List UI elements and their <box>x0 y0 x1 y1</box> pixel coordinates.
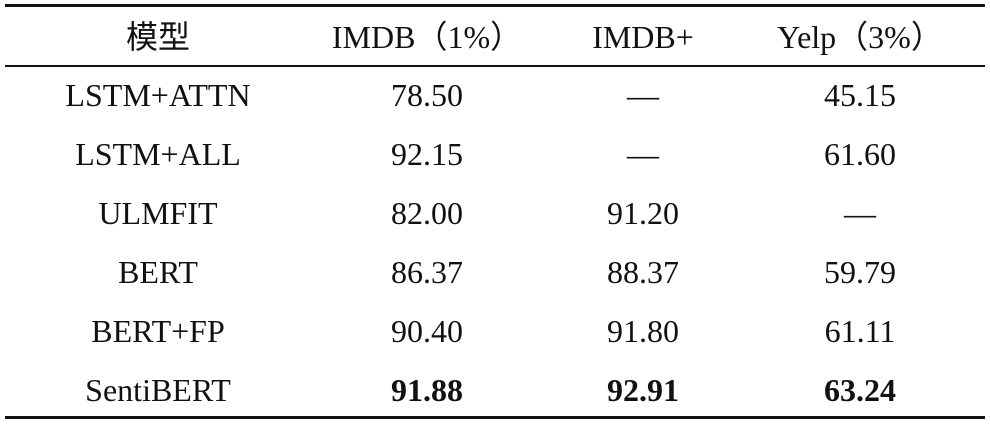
row-label: LSTM+ALL <box>75 136 241 172</box>
header-cell: 模型 <box>125 19 190 55</box>
table-cell: 92.15 <box>391 136 463 172</box>
header-cell: IMDB（1%） <box>331 19 523 55</box>
table-cell: 91.88 <box>391 372 463 408</box>
table-cell: — <box>627 136 659 172</box>
header-cell: IMDB+ <box>592 19 694 55</box>
table-cell: 82.00 <box>391 195 463 231</box>
table-cell: 90.40 <box>391 313 463 349</box>
row-label: ULMFIT <box>98 195 218 231</box>
table-cell: 45.15 <box>824 77 896 113</box>
header-cell: Yelp（3%） <box>777 19 943 55</box>
table-cell: 86.37 <box>391 254 463 290</box>
table-cell: 78.50 <box>391 77 463 113</box>
table-cell: 63.24 <box>824 372 896 408</box>
table-cell: 88.37 <box>607 254 679 290</box>
table-cell: 59.79 <box>824 254 896 290</box>
bottom-rule <box>5 416 985 419</box>
row-label: LSTM+ATTN <box>65 77 251 113</box>
header-rule <box>5 65 985 67</box>
table-cell: 91.80 <box>607 313 679 349</box>
table-cell: — <box>844 195 876 231</box>
table-cell: 61.11 <box>824 313 896 349</box>
table-cell: 91.20 <box>607 195 679 231</box>
table-cell: 61.60 <box>824 136 896 172</box>
table-cell: — <box>627 77 659 113</box>
row-label: BERT+FP <box>91 313 225 349</box>
top-rule <box>5 4 985 7</box>
row-label: SentiBERT <box>85 372 231 408</box>
table-cell: 92.91 <box>607 372 679 408</box>
row-label: BERT <box>118 254 198 290</box>
